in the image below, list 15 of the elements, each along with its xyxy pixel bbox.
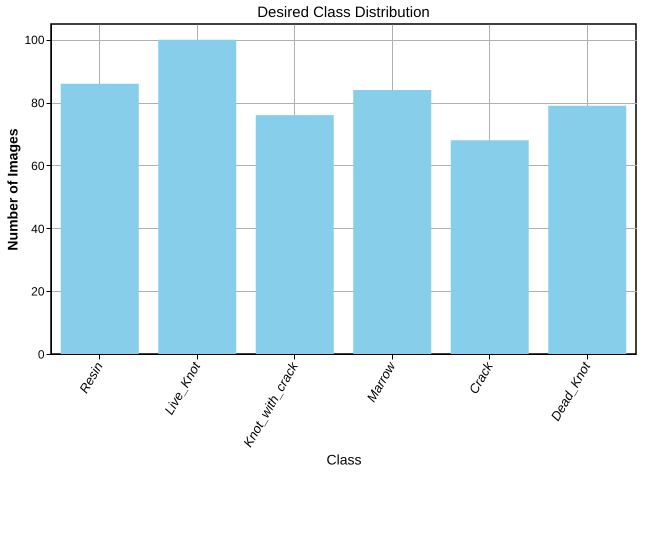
y-tick-label: 0 [38,348,45,362]
chart-title: Desired Class Distribution [257,4,430,21]
bar [158,40,236,354]
y-tick-label: 100 [24,33,45,48]
bar [256,115,334,354]
bar [548,106,626,354]
y-tick-label: 80 [31,96,45,110]
bar [353,90,432,354]
y-tick-label: 20 [31,284,45,299]
bar [450,140,529,354]
bar [60,84,139,354]
x-axis-title: Class [326,452,362,468]
y-tick-label: 60 [31,158,45,173]
y-axis-title: Number of Images [4,128,20,251]
y-tick-label: 40 [31,222,45,236]
